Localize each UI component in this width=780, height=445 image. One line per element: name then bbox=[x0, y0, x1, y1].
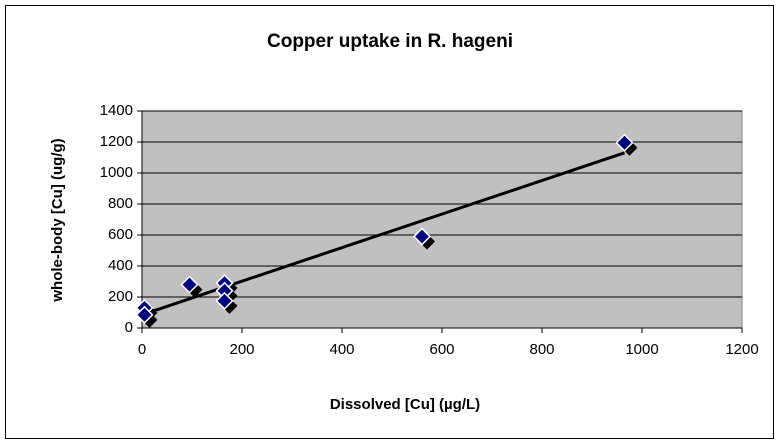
x-tick-label: 1000 bbox=[625, 341, 658, 358]
x-tick-label: 1200 bbox=[725, 341, 758, 358]
y-axis-label: whole-body [Cu] (ug/g) bbox=[49, 138, 66, 302]
x-tick-label: 0 bbox=[138, 341, 146, 358]
x-tick-label: 800 bbox=[529, 341, 554, 358]
point bbox=[412, 227, 432, 246]
x-tick-label: 200 bbox=[229, 341, 254, 358]
x-tick-label: 400 bbox=[329, 341, 354, 358]
y-tick-label: 800 bbox=[108, 195, 133, 212]
y-tick-label: 0 bbox=[125, 319, 133, 336]
y-tick-label: 1000 bbox=[100, 164, 133, 181]
y-tick-label: 1200 bbox=[100, 133, 133, 150]
y-tick-label: 200 bbox=[108, 288, 133, 305]
point bbox=[135, 305, 154, 324]
point bbox=[180, 275, 199, 294]
point bbox=[215, 291, 234, 310]
plot-area bbox=[141, 110, 743, 329]
y-tick-label: 400 bbox=[108, 257, 133, 274]
x-tick-label: 600 bbox=[429, 341, 454, 358]
y-tick-label: 600 bbox=[108, 226, 133, 243]
chart-title: Copper uptake in R. hageni bbox=[267, 31, 513, 52]
point bbox=[615, 133, 634, 152]
x-axis-label: Dissolved [Cu] (µg/L) bbox=[330, 396, 480, 413]
y-tick-label: 1400 bbox=[100, 102, 133, 119]
